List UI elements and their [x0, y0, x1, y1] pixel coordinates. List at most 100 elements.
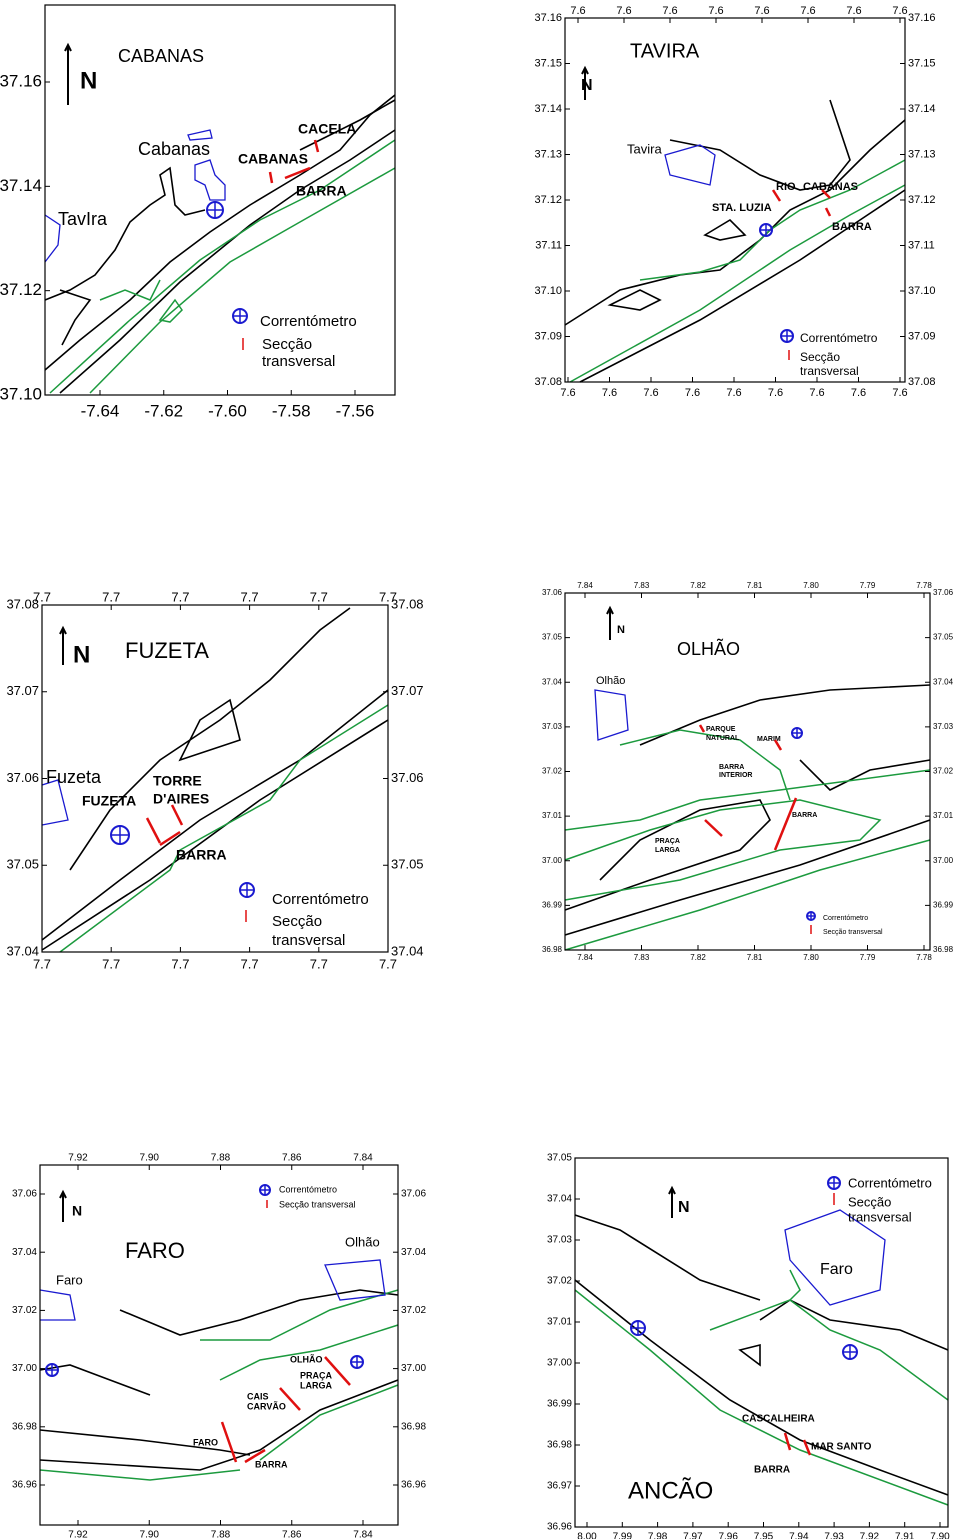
tick-label: 7.94: [789, 1532, 809, 1539]
legend-section-label: transversal: [800, 364, 859, 378]
tick-label: 36.96: [401, 1480, 426, 1491]
panel-title: FUZETA: [125, 638, 209, 663]
cross-section: [147, 818, 160, 843]
tick-label: 37.03: [547, 1235, 572, 1246]
tick-label: 7.6: [846, 5, 861, 17]
tick-label: 7.97: [683, 1532, 703, 1539]
tick-label: 37.08: [6, 596, 39, 611]
tick-label: 7.86: [282, 1153, 302, 1164]
tick-label: 37.14: [908, 103, 936, 115]
north-arrow: [60, 1192, 66, 1222]
tick-label: 7.86: [282, 1530, 302, 1539]
cross-section: [700, 725, 704, 732]
map-panel: ANCÃONFaroCASCALHEIRAMAR SANTOBARRACorre…: [547, 1153, 950, 1539]
place-label: CAIS: [247, 1391, 269, 1401]
channel-line: [710, 1300, 948, 1400]
tick-label: 8.00: [577, 1532, 597, 1539]
tick-label: 7.6: [643, 387, 658, 399]
tick-label: 7.92: [68, 1530, 88, 1539]
tick-label: 7.6: [892, 387, 907, 399]
tick-label: 36.98: [401, 1421, 426, 1432]
north-arrow: [607, 608, 613, 640]
tick-label: 7.82: [690, 581, 706, 590]
legend-section-label: Secção transversal: [279, 1199, 356, 1209]
tick-label: 7.79: [860, 953, 876, 962]
tick-label: 37.00: [933, 856, 954, 865]
tick-label: 7.6: [570, 5, 585, 17]
place-label: TavIra: [58, 209, 108, 229]
place-label: MAR SANTO: [811, 1442, 872, 1453]
tick-label: 37.02: [933, 767, 954, 776]
tick-label: 37.12: [908, 194, 936, 206]
tick-label: 36.99: [542, 900, 563, 909]
tick-label: 37.13: [908, 148, 936, 160]
page: CABANASNCabanasTavIraCACELACABANASBARRAC…: [0, 0, 958, 1539]
legend-meter-label: Correntómetro: [800, 331, 878, 345]
north-label: N: [617, 624, 625, 636]
tick-label: 36.99: [547, 1399, 572, 1410]
legend-meter-label: Correntómetro: [823, 915, 868, 922]
place-label: BARRA: [176, 847, 227, 863]
town-outline: [42, 780, 68, 825]
tick-label: 7.95: [754, 1532, 774, 1539]
map-panel: FUZETANFuzetaFUZETATORRED'AIRESBARRACorr…: [6, 589, 423, 971]
tick-label: 7.99: [613, 1532, 633, 1539]
tick-label: 7.6: [754, 5, 769, 17]
tick-label: 7.90: [140, 1153, 160, 1164]
legend-section-label: Secção: [272, 913, 322, 930]
tick-label: 7.7: [310, 956, 328, 971]
tick-label: 7.80: [803, 953, 819, 962]
panel-title: ANCÃO: [628, 1477, 713, 1504]
panel-frame: [565, 18, 905, 382]
north-arrow: [60, 628, 66, 665]
tick-label: 36.96: [12, 1480, 37, 1491]
tick-label: 7.6: [662, 5, 677, 17]
coastline: [565, 820, 930, 935]
tick-label: 7.90: [140, 1530, 160, 1539]
place-label: Faro: [820, 1261, 853, 1278]
coastline: [640, 685, 930, 745]
channel-line: [565, 770, 930, 830]
legend-section-label: transversal: [848, 1209, 912, 1224]
tick-label: 7.78: [916, 953, 932, 962]
coastline: [60, 130, 395, 393]
coastline: [60, 290, 90, 345]
place-label: STA. LUZIA: [712, 202, 772, 214]
tick-label: 7.7: [241, 589, 259, 604]
tick-label: 37.00: [542, 856, 563, 865]
tick-label: 7.6: [602, 387, 617, 399]
cross-section: [172, 805, 182, 825]
tick-label: 7.96: [718, 1532, 738, 1539]
tick-label: 7.88: [211, 1153, 231, 1164]
tick-label: 37.08: [534, 376, 562, 388]
tick-label: 7.6: [809, 387, 824, 399]
tick-label: -7.56: [336, 401, 375, 420]
tick-label: 7.6: [851, 387, 866, 399]
place-label: CARVÃO: [247, 1401, 286, 1411]
tick-label: 7.7: [379, 956, 397, 971]
tick-label: 37.04: [12, 1247, 37, 1258]
place-label: CACELA: [298, 121, 356, 137]
channel-line: [790, 1270, 800, 1300]
tick-label: 37.02: [547, 1276, 572, 1287]
tick-label: 7.81: [747, 953, 763, 962]
cross-section: [775, 798, 796, 850]
place-label: INTERIOR: [719, 772, 752, 779]
tick-label: 37.02: [12, 1305, 37, 1316]
legend-meter-label: Correntómetro: [272, 891, 369, 908]
tick-label: 7.6: [726, 387, 741, 399]
tick-label: -7.62: [144, 401, 183, 420]
tick-label: 37.05: [933, 633, 954, 642]
north-label: N: [80, 67, 97, 94]
place-label: PRAÇA: [300, 1370, 333, 1380]
place-label: CABANAS: [238, 151, 308, 167]
tick-label: 37.16: [908, 12, 936, 24]
tick-label: 7.88: [211, 1530, 231, 1539]
coastline: [575, 1280, 948, 1495]
place-label: Cabanas: [138, 139, 210, 159]
tick-label: 37.05: [391, 857, 424, 872]
tick-label: 37.06: [542, 588, 563, 597]
coastline: [760, 1300, 948, 1350]
coastline: [575, 1215, 760, 1300]
tick-label: 7.7: [310, 589, 328, 604]
